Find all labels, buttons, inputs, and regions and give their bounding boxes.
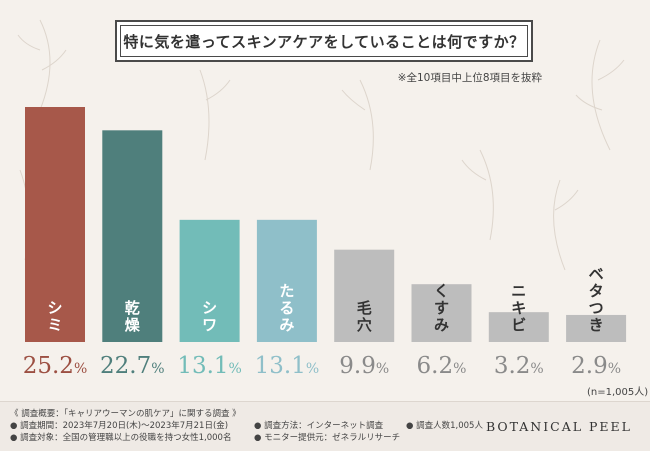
- category-label: ニキビ: [511, 282, 526, 334]
- bar-7: [488, 312, 549, 342]
- footer-line: ● 調査方法：インターネット調査: [254, 421, 384, 431]
- category-label: シワ: [202, 299, 217, 334]
- category-label: シミ: [47, 299, 62, 334]
- category-label: 乾燥: [125, 299, 141, 334]
- bar-5: [334, 249, 395, 342]
- category-label: ベタつき: [589, 265, 604, 334]
- bar-6: [411, 284, 472, 342]
- value-label: 6.2%: [417, 353, 467, 379]
- chart-note: ※全10項目中上位8項目を抜粋: [397, 72, 542, 84]
- value-label: 13.1%: [255, 353, 320, 379]
- footer-line: ● 調査対象：全国の管理職以上の役職を持つ女性1,000名: [10, 433, 232, 443]
- footer-line: ● モニター提供元：ゼネラルリサーチ: [254, 433, 401, 443]
- sample-size-label: (n=1,005人): [587, 387, 649, 398]
- footer-line: 《 調査概要：「キャリアウーマンの肌ケア」に関する調査 》: [10, 409, 241, 419]
- chart-title-box: 特に気を遣ってスキンアケアをしていることは何ですか？: [115, 20, 533, 62]
- footer-line: ● 調査期間：2023年7月20日(木)～2023年7月21日(金): [10, 421, 229, 431]
- bar-3: [179, 219, 240, 342]
- bar-4: [256, 219, 317, 342]
- footer-col-overview: 《 調査概要：「キャリアウーマンの肌ケア」に関する調査 》 ● 調査期間：202…: [10, 408, 241, 444]
- survey-footer: 《 調査概要：「キャリアウーマンの肌ケア」に関する調査 》 ● 調査期間：202…: [0, 401, 650, 451]
- value-label: 13.1%: [177, 353, 242, 379]
- value-label: 25.2%: [23, 353, 88, 379]
- bar-1: [25, 107, 85, 342]
- value-label: 22.7%: [100, 353, 165, 379]
- category-label: 毛穴: [357, 299, 372, 334]
- value-label: 9.9%: [339, 353, 389, 379]
- footer-col-method: ● 調査方法：インターネット調査 ● モニター提供元：ゼネラルリサーチ: [254, 420, 400, 444]
- bar-8: [566, 314, 627, 342]
- footer-col-count: ● 調査人数1,005人: [406, 420, 483, 432]
- category-label: たるみ: [279, 282, 294, 334]
- brand-logo: BOTANICAL PEEL: [485, 419, 632, 434]
- value-label: 3.2%: [494, 353, 544, 379]
- footer-line: ● 調査人数1,005人: [406, 421, 483, 431]
- value-label: 2.9%: [571, 353, 621, 379]
- bar-2: [102, 130, 163, 342]
- bar-chart: シミ 25.2% 乾燥 22.7% シワ 13.1% たるみ 13.1% 毛穴 9.9% くすみ 6.…: [23, 107, 627, 379]
- category-label: くすみ: [434, 282, 449, 334]
